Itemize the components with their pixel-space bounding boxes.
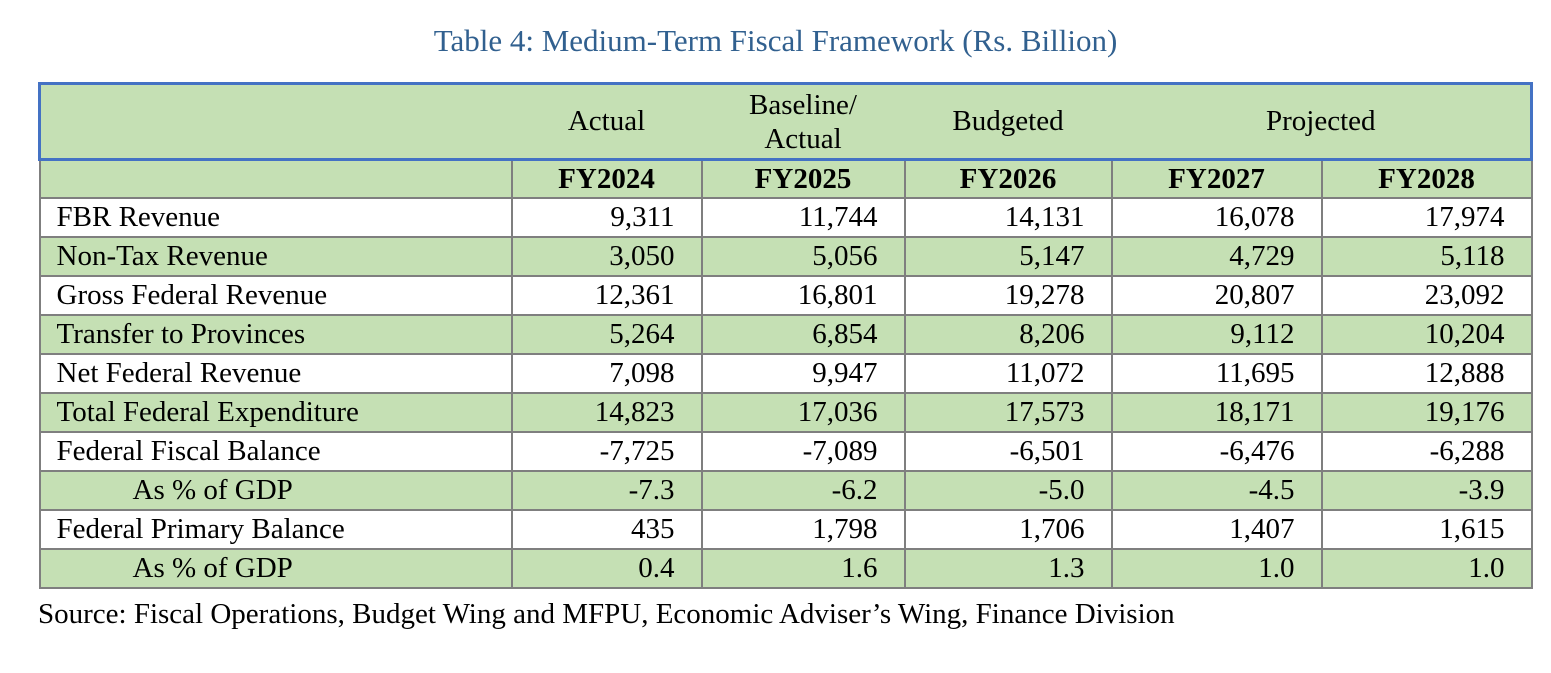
- cell-value: 16,801: [700, 275, 906, 316]
- cell-value: 17,573: [903, 392, 1113, 433]
- cell-value: 12,888: [1320, 353, 1533, 394]
- year-header-empty: [38, 158, 513, 199]
- cell-value: 1.0: [1110, 548, 1323, 589]
- cell-value: 9,947: [700, 353, 906, 394]
- cell-value: 11,072: [903, 353, 1113, 394]
- cell-value: 1.0: [1320, 548, 1533, 589]
- year-header-row: FY2024 FY2025 FY2026 FY2027 FY2028: [38, 158, 1533, 199]
- cell-value: 10,204: [1320, 314, 1533, 355]
- cell-value: -6,288: [1320, 431, 1533, 472]
- row-label: As % of GDP: [38, 470, 513, 511]
- cell-value: 5,147: [903, 236, 1113, 277]
- cell-value: -5.0: [903, 470, 1113, 511]
- year-header-fy2024: FY2024: [510, 158, 703, 199]
- group-header-projected: Projected: [1111, 82, 1534, 161]
- table-title: Table 4: Medium-Term Fiscal Framework (R…: [433, 23, 1118, 58]
- cell-value: 7,098: [510, 353, 703, 394]
- cell-value: -4.5: [1110, 470, 1323, 511]
- cell-value: 5,118: [1320, 236, 1533, 277]
- cell-value: -3.9: [1320, 470, 1533, 511]
- table-row: Net Federal Revenue 7,098 9,947 11,072 1…: [38, 353, 1533, 394]
- cell-value: 6,854: [700, 314, 906, 355]
- cell-value: 5,264: [510, 314, 703, 355]
- cell-value: 19,176: [1320, 392, 1533, 433]
- group-header-budgeted: Budgeted: [904, 82, 1112, 161]
- cell-value: 11,744: [700, 197, 906, 238]
- group-header-baseline-actual: Baseline/ Actual: [701, 82, 905, 161]
- row-label: Federal Fiscal Balance: [38, 431, 513, 472]
- table-row: FBR Revenue 9,311 11,744 14,131 16,078 1…: [38, 197, 1533, 238]
- row-label: Federal Primary Balance: [38, 509, 513, 550]
- cell-value: 18,171: [1110, 392, 1323, 433]
- fiscal-framework-table: Actual Baseline/ Actual Budgeted Project…: [38, 82, 1534, 589]
- year-header-fy2026: FY2026: [903, 158, 1113, 199]
- cell-value: -7.3: [510, 470, 703, 511]
- group-header-empty: [38, 82, 512, 161]
- cell-value: 1,615: [1320, 509, 1533, 550]
- cell-value: 20,807: [1110, 275, 1323, 316]
- cell-value: 1,706: [903, 509, 1113, 550]
- cell-value: 8,206: [903, 314, 1113, 355]
- cell-value: 9,112: [1110, 314, 1323, 355]
- cell-value: 19,278: [903, 275, 1113, 316]
- table-row: Total Federal Expenditure 14,823 17,036 …: [38, 392, 1533, 433]
- cell-value: -7,725: [510, 431, 703, 472]
- cell-value: 16,078: [1110, 197, 1323, 238]
- cell-value: 12,361: [510, 275, 703, 316]
- cell-value: -6,501: [903, 431, 1113, 472]
- cell-value: 9,311: [510, 197, 703, 238]
- year-header-fy2028: FY2028: [1320, 158, 1533, 199]
- group-header-row: Actual Baseline/ Actual Budgeted Project…: [38, 82, 1534, 161]
- cell-value: 0.4: [510, 548, 703, 589]
- row-label: Net Federal Revenue: [38, 353, 513, 394]
- cell-value: -6,476: [1110, 431, 1323, 472]
- cell-value: 1,407: [1110, 509, 1323, 550]
- cell-value: 11,695: [1110, 353, 1323, 394]
- cell-value: 1.6: [700, 548, 906, 589]
- row-label: Gross Federal Revenue: [38, 275, 513, 316]
- cell-value: -6.2: [700, 470, 906, 511]
- row-label: Non-Tax Revenue: [38, 236, 513, 277]
- table-row: As % of GDP 0.4 1.6 1.3 1.0 1.0: [38, 548, 1533, 589]
- cell-value: 14,823: [510, 392, 703, 433]
- cell-value: 4,729: [1110, 236, 1323, 277]
- row-label: As % of GDP: [38, 548, 513, 589]
- table-row: Federal Fiscal Balance -7,725 -7,089 -6,…: [38, 431, 1533, 472]
- cell-value: 23,092: [1320, 275, 1533, 316]
- table-row: Non-Tax Revenue 3,050 5,056 5,147 4,729 …: [38, 236, 1533, 277]
- table-row: As % of GDP -7.3 -6.2 -5.0 -4.5 -3.9: [38, 470, 1533, 511]
- row-label: Transfer to Provinces: [38, 314, 513, 355]
- table-row: Gross Federal Revenue 12,361 16,801 19,2…: [38, 275, 1533, 316]
- table-row: Federal Primary Balance 435 1,798 1,706 …: [38, 509, 1533, 550]
- table-row: Transfer to Provinces 5,264 6,854 8,206 …: [38, 314, 1533, 355]
- cell-value: 17,036: [700, 392, 906, 433]
- cell-value: 3,050: [510, 236, 703, 277]
- cell-value: -7,089: [700, 431, 906, 472]
- source-note: Source: Fiscal Operations, Budget Wing a…: [38, 598, 1175, 630]
- cell-value: 14,131: [903, 197, 1113, 238]
- cell-value: 435: [510, 509, 703, 550]
- cell-value: 17,974: [1320, 197, 1533, 238]
- cell-value: 1.3: [903, 548, 1113, 589]
- row-label: Total Federal Expenditure: [38, 392, 513, 433]
- year-header-fy2025: FY2025: [700, 158, 906, 199]
- group-header-actual: Actual: [511, 82, 702, 161]
- cell-value: 1,798: [700, 509, 906, 550]
- cell-value: 5,056: [700, 236, 906, 277]
- row-label: FBR Revenue: [38, 197, 513, 238]
- year-header-fy2027: FY2027: [1110, 158, 1323, 199]
